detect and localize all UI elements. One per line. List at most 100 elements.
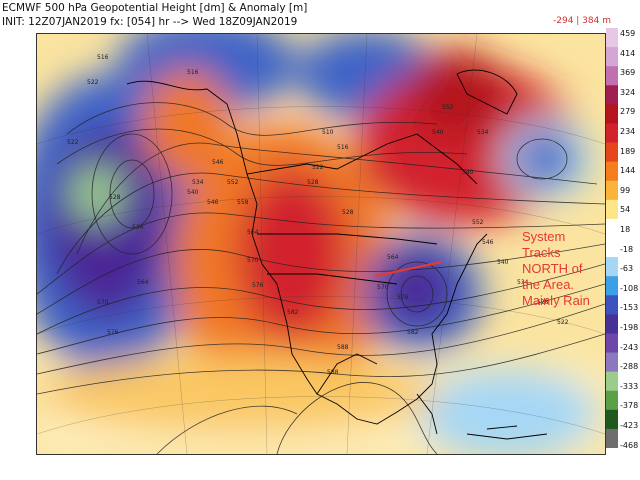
contour-label: 522 (87, 79, 99, 86)
colorbar-segment (606, 409, 618, 430)
contour-label: 516 (97, 54, 109, 61)
colorbar-segment (606, 85, 618, 105)
colorbar-label: -378 (620, 401, 639, 411)
colorbar-segment (606, 180, 618, 201)
coastlines (126, 69, 548, 440)
colorbar-segment (606, 123, 618, 144)
anomaly-shading (37, 34, 605, 454)
init-time-line: INIT: 12Z07JAN2019 fx: [054] hr --> Wed … (2, 16, 298, 28)
colorbar-label: -423 (620, 421, 639, 430)
contour-label: 576 (397, 294, 409, 301)
colorbar-label: 414 (620, 48, 636, 58)
contour-label: 516 (187, 69, 199, 76)
colorbar-label: 18 (620, 225, 631, 234)
colorbar-segment (606, 142, 618, 163)
contour-label: 564 (387, 254, 399, 261)
colorbar-segment (606, 276, 618, 296)
anomaly-range: -294 | 384 m (553, 16, 611, 26)
contour-label: 534 (477, 129, 489, 136)
contour-label: 516 (337, 144, 349, 151)
contour-label: 588 (337, 344, 349, 351)
contour-label: 576 (252, 282, 264, 289)
storm-track-line (374, 260, 443, 278)
colorbar-label: -153 (620, 303, 639, 313)
annotation-line: System (522, 229, 566, 244)
contour-label: 552 (472, 219, 484, 226)
contour-label: 582 (287, 309, 299, 316)
colorbar-segment (606, 238, 618, 258)
colorbar-label: -333 (620, 381, 639, 391)
colorbar-label: -468 (620, 440, 639, 450)
colorbar-label: 324 (620, 87, 636, 97)
contour-label: 540 (187, 189, 199, 196)
contour-label: 534 (132, 224, 144, 231)
anomaly-colorbar (606, 28, 618, 448)
contour-label: 528 (537, 299, 549, 306)
colorbar-segment (606, 390, 618, 411)
colorbar-label: -108 (620, 283, 639, 293)
contour-label: 570 (247, 257, 259, 264)
contour-label: 564 (137, 279, 149, 286)
contour-label: 576 (107, 329, 119, 336)
map-title: ECMWF 500 hPa Geopotential Height [dm] &… (2, 2, 308, 14)
contour-label: 522 (67, 139, 79, 146)
contour-label: 522 (557, 319, 569, 326)
system-annotation: System Tracks NORTH of the Area. Mainly Rain (522, 229, 612, 309)
colorbar-segment (606, 199, 618, 220)
colorbar-segment (606, 161, 618, 182)
colorbar-segment (606, 47, 618, 67)
contour-label: 546 (207, 199, 219, 206)
colorbar-label: 189 (620, 146, 636, 156)
map-panel: 516 516 522 522 528 534 570 564 576 546 552 558 564 5… (36, 33, 606, 455)
contour-label: 582 (407, 329, 419, 336)
colorbar-segment (606, 104, 618, 124)
contour-label: 552 (227, 179, 239, 186)
contour-label: 540 (432, 129, 444, 136)
colorbar-label: -63 (620, 264, 634, 274)
annotation-line: Tracks (522, 245, 561, 260)
colorbar-label: 234 (620, 127, 636, 136)
colorbar-segment (606, 66, 618, 86)
contour-label: 528 (342, 209, 354, 216)
annotation-line: Mainly Rain (522, 293, 590, 308)
contour-label: 540 (462, 169, 474, 176)
contour-label: 588 (327, 369, 339, 376)
contour-label: 510 (322, 129, 334, 136)
contour-label: 528 (307, 179, 319, 186)
contour-label: 570 (97, 299, 109, 306)
colorbar-label: -18 (620, 244, 634, 254)
annotation-line: NORTH of (522, 261, 583, 276)
colorbar-segment (606, 257, 618, 277)
header: ECMWF 500 hPa Geopotential Height [dm] &… (0, 0, 640, 30)
contour-label: 552 (442, 104, 454, 111)
contour-label: 564 (247, 229, 259, 236)
contour-label: 528 (109, 194, 121, 201)
colorbar-label: 459 (620, 29, 636, 38)
colorbar-segment (606, 333, 618, 354)
contour-labels: 516 516 522 522 528 534 570 564 576 546 552 558 564 5… (67, 54, 569, 376)
contour-label: 546 (482, 239, 494, 246)
contour-label: 570 (377, 284, 389, 291)
annotation-line: the Area. (522, 277, 575, 292)
contour-label: 522 (312, 164, 324, 171)
height-contours (37, 102, 605, 454)
colorbar-label: -198 (620, 323, 639, 332)
colorbar-segment (606, 28, 618, 48)
contour-label: 558 (237, 199, 249, 206)
colorbar-label: 99 (620, 185, 631, 195)
lat-lon-grid (37, 34, 605, 454)
contour-label: 546 (212, 159, 224, 166)
colorbar-segment (606, 314, 618, 334)
colorbar-label: -243 (620, 342, 639, 352)
colorbar-label: 54 (620, 205, 631, 215)
colorbar-label: 369 (620, 68, 636, 78)
contour-label: 540 (497, 259, 509, 266)
colorbar-label: 144 (620, 166, 636, 176)
colorbar-label: -288 (620, 362, 639, 372)
contour-label: 534 (517, 279, 529, 286)
colorbar-segment (606, 295, 618, 315)
contour-label: 534 (192, 179, 204, 186)
colorbar-segment (606, 371, 618, 392)
anomaly-map: 516 516 522 522 528 534 570 564 576 546 552 558 564 5… (37, 34, 605, 454)
colorbar-label: 279 (620, 107, 636, 117)
